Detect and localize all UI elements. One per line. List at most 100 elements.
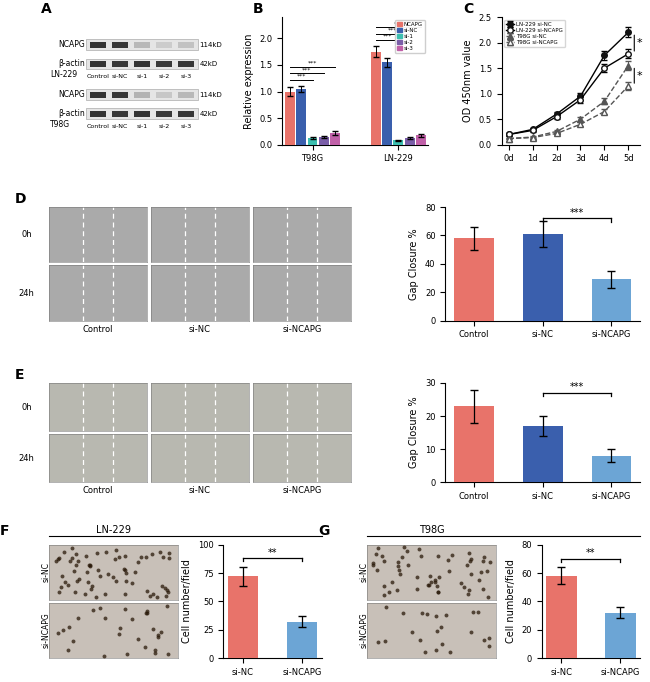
Text: 114kD: 114kD: [200, 42, 222, 48]
Point: [68, 635, 79, 646]
Point: [431, 610, 441, 621]
Bar: [177, 61, 194, 67]
X-axis label: Control: Control: [83, 325, 113, 333]
Y-axis label: Cell number/field: Cell number/field: [182, 559, 192, 643]
Point: [433, 587, 443, 597]
Bar: [405, 138, 415, 145]
Text: si-1: si-1: [136, 123, 148, 129]
Bar: [371, 52, 381, 145]
Point: [56, 582, 66, 593]
Point: [393, 561, 403, 572]
Point: [156, 626, 166, 637]
Y-axis label: si-NC: si-NC: [42, 562, 51, 582]
Point: [53, 627, 63, 638]
X-axis label: si-NC: si-NC: [188, 486, 211, 495]
Point: [466, 553, 476, 564]
Y-axis label: 24h: 24h: [19, 288, 34, 297]
Point: [51, 555, 62, 566]
Point: [157, 580, 167, 591]
Bar: [416, 135, 426, 145]
Point: [477, 584, 488, 595]
Text: F: F: [0, 524, 9, 537]
Point: [155, 547, 165, 558]
Bar: [307, 138, 317, 145]
Point: [64, 621, 74, 632]
Point: [420, 647, 430, 657]
Y-axis label: 0h: 0h: [21, 402, 32, 411]
Point: [54, 587, 64, 597]
Point: [60, 576, 71, 587]
Point: [483, 591, 493, 602]
Text: 42kD: 42kD: [200, 110, 218, 117]
Point: [474, 574, 484, 585]
Point: [444, 566, 454, 577]
Point: [153, 629, 163, 640]
Point: [465, 568, 476, 579]
Point: [65, 555, 75, 566]
Text: T98G: T98G: [419, 524, 445, 535]
Bar: [112, 42, 128, 48]
Point: [95, 570, 105, 581]
Point: [148, 623, 158, 634]
Point: [391, 584, 402, 595]
Point: [130, 566, 140, 577]
Bar: [134, 42, 150, 48]
Point: [67, 553, 77, 564]
Point: [447, 550, 458, 561]
Point: [101, 546, 111, 557]
Point: [406, 626, 417, 637]
Y-axis label: Relative expression: Relative expression: [244, 33, 254, 129]
Point: [158, 551, 168, 562]
Point: [473, 606, 484, 617]
Bar: [90, 110, 107, 117]
Text: β-actin: β-actin: [58, 59, 85, 68]
Point: [381, 602, 391, 612]
Point: [398, 542, 409, 552]
Point: [164, 548, 174, 559]
Text: Control: Control: [86, 74, 109, 79]
Point: [99, 651, 109, 662]
Point: [387, 577, 398, 588]
Point: [107, 572, 118, 582]
X-axis label: Control: Control: [83, 486, 113, 495]
Bar: [454, 406, 494, 482]
Point: [115, 623, 125, 634]
Point: [114, 629, 125, 640]
Point: [465, 556, 476, 567]
Point: [424, 580, 434, 591]
Point: [121, 567, 131, 578]
Point: [395, 569, 406, 580]
Text: ***: ***: [570, 208, 584, 218]
Point: [70, 548, 81, 559]
Bar: [523, 426, 563, 482]
Text: T98G: T98G: [50, 120, 70, 129]
Point: [147, 548, 157, 559]
Text: 42kD: 42kD: [200, 61, 218, 67]
Bar: [285, 91, 295, 145]
Bar: [86, 108, 198, 119]
Text: si-1: si-1: [136, 74, 148, 79]
Bar: [296, 89, 306, 145]
Bar: [177, 42, 194, 48]
Point: [402, 546, 412, 557]
Point: [371, 549, 382, 560]
Text: ***: ***: [308, 61, 317, 66]
Point: [69, 565, 79, 576]
Point: [119, 563, 129, 574]
Point: [398, 608, 409, 619]
Point: [445, 647, 455, 657]
Point: [372, 637, 383, 648]
Bar: [177, 91, 194, 98]
Point: [120, 604, 131, 614]
Text: ***: ***: [296, 74, 306, 78]
Point: [59, 547, 70, 558]
Y-axis label: OD 450nm value: OD 450nm value: [463, 40, 473, 122]
Bar: [134, 91, 150, 98]
Point: [74, 574, 85, 585]
Point: [162, 649, 173, 659]
Point: [431, 645, 441, 656]
Bar: [86, 89, 198, 100]
Point: [150, 648, 161, 659]
Point: [393, 565, 404, 576]
Point: [140, 608, 151, 619]
